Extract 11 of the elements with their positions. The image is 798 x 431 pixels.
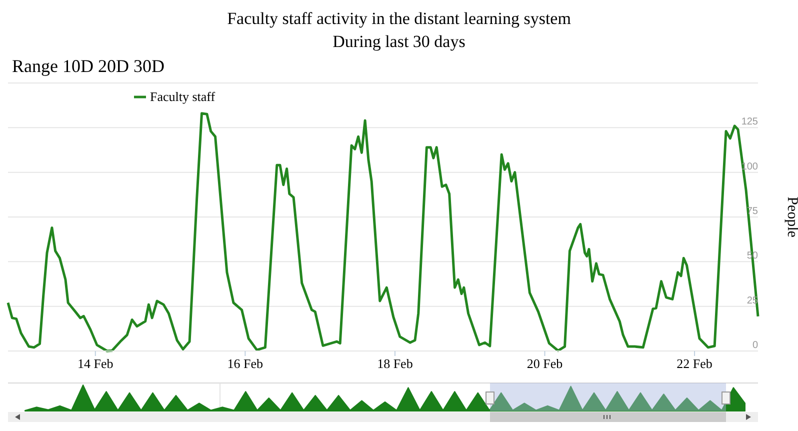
chart-subtitle: During last 30 days (332, 32, 466, 51)
y-tick-label: 125 (741, 116, 758, 128)
legend-label: Faculty staff (150, 89, 216, 104)
y-tick-label: 0 (752, 340, 758, 351)
x-tick-label: 18 Feb (377, 356, 413, 371)
x-tick-label: 20 Feb (526, 356, 563, 371)
chart-title: Faculty staff activity in the distant learning system (227, 9, 571, 28)
x-tick-label: 22 Feb (676, 356, 712, 371)
x-tick-label: 14 Feb (78, 356, 114, 371)
x-tick-label: 16 Feb (227, 356, 264, 371)
text: Range 10D 20D 30D (12, 56, 164, 76)
